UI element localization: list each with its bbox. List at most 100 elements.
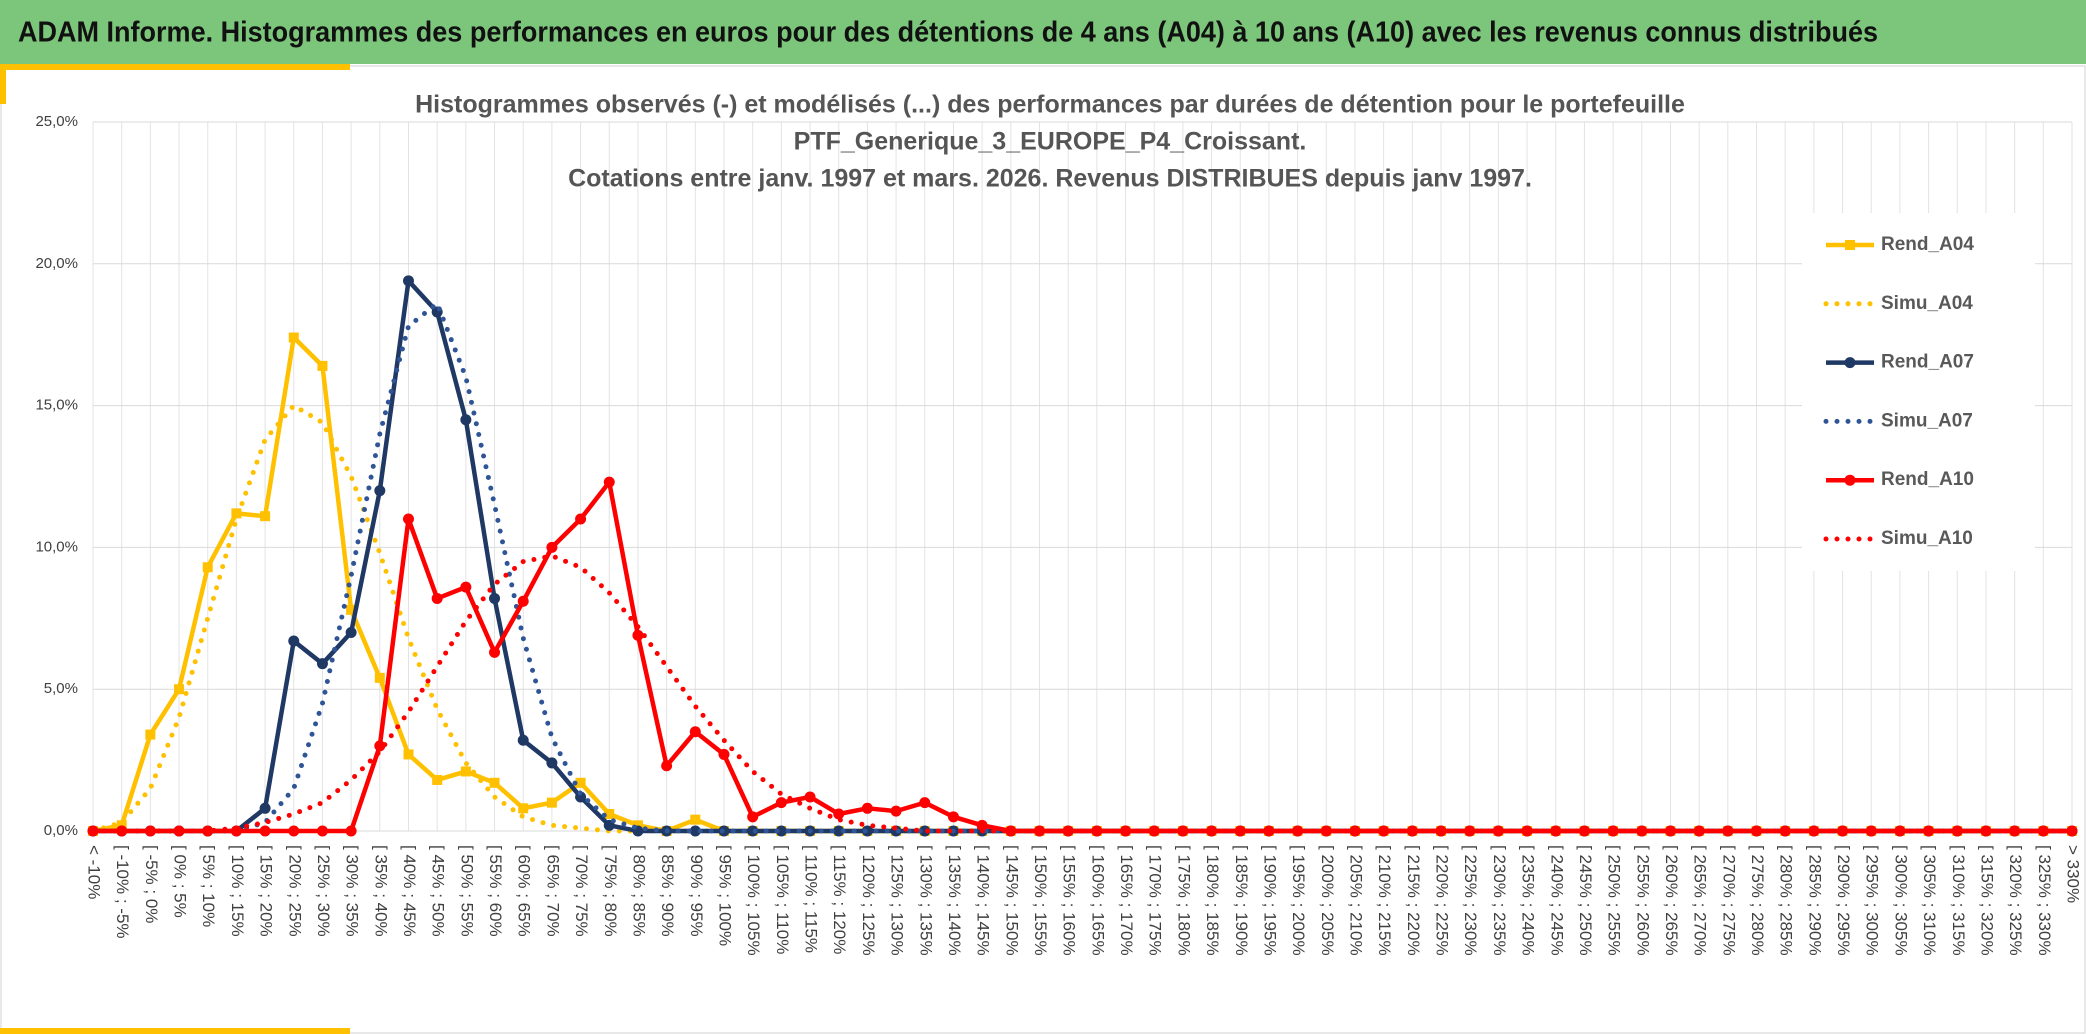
x-tick-label: [ 315% ; 320% [1977,845,1996,956]
chart-frame [0,65,2086,1034]
point [546,797,557,808]
x-tick-label: [ 250% ; 255% [1605,845,1624,956]
x-tick-label: [ 290% ; 295% [1834,845,1853,956]
point [489,646,501,658]
header-bar [0,0,2086,64]
x-tick-label: [ 295% ; 300% [1863,845,1882,956]
point [2037,825,2049,837]
chart-title: Cotations entre janv. 1997 et mars. 2026… [568,165,1532,193]
x-tick-label: [ 180% ; 185% [1203,845,1222,956]
point [690,814,701,825]
point [976,819,988,831]
y-tick-label: 15,0% [35,397,78,414]
point [316,658,328,670]
x-tick-label: [ 35% ; 40% [371,845,390,937]
point [1722,825,1734,837]
x-tick-label: [ 140% ; 145% [974,845,993,956]
point [747,825,759,837]
x-tick-label: [ 85% ; 90% [658,845,677,937]
point [345,626,357,638]
x-tick-label: [ 170% ; 175% [1146,845,1165,956]
x-tick-label: [ 45% ; 50% [429,845,448,937]
x-tick-label: [ 70% ; 75% [572,845,591,937]
point [546,757,558,769]
x-tick-label: [ 25% ; 30% [314,845,333,937]
x-tick-label: [ 125% ; 130% [888,845,907,956]
x-tick-label: [ -5% ; 0% [142,845,161,923]
point [1521,825,1533,837]
point [288,332,299,343]
x-tick-label: [ 165% ; 170% [1117,845,1136,956]
point [1234,825,1246,837]
x-tick-label: [ 100% ; 105% [744,845,763,956]
legend-marker [1844,474,1856,486]
accent [0,1028,350,1034]
x-tick-label: [ 105% ; 110% [773,845,792,954]
x-tick-label: [ 275% ; 280% [1748,845,1767,956]
point [919,797,931,809]
point [517,734,529,746]
x-tick-label: [ 255% ; 260% [1633,845,1652,956]
x-tick-label: [ 155% ; 160% [1060,845,1079,956]
point [1894,825,1906,837]
point [460,766,471,777]
x-tick-label: [ 130% ; 135% [916,845,935,956]
x-tick-label: [ 230% ; 235% [1490,845,1509,956]
x-tick-label: [ 80% ; 85% [629,845,648,937]
point [1091,825,1103,837]
x-tick-label: [ 30% ; 35% [343,845,362,937]
point [603,476,615,488]
legend-label: Rend_A07 [1881,352,1974,373]
point [518,803,529,814]
x-tick-label: [ 205% ; 210% [1346,845,1365,956]
point [661,760,673,772]
x-tick-label: [ 135% ; 140% [945,845,964,956]
point [775,825,787,837]
x-tick-label: [ 0% ; 5% [171,845,190,918]
point [431,592,443,604]
point [374,672,385,683]
x-tick-label: [ 150% ; 155% [1031,845,1050,956]
x-tick-label: [ 240% ; 245% [1547,845,1566,956]
x-tick-label: [ 185% ; 190% [1232,845,1251,956]
point [747,811,759,823]
point [1005,825,1017,837]
x-tick-label: [ 145% ; 150% [1002,845,1021,956]
point [402,275,414,287]
x-tick-label: [ 310% ; 315% [1949,845,1968,956]
point [316,825,328,837]
x-tick-label: [ 60% ; 65% [515,845,534,937]
point [1378,825,1390,837]
x-tick-label: [ 90% ; 95% [687,845,706,937]
point [890,805,902,817]
point [1292,825,1304,837]
point [317,360,328,371]
point [432,774,443,785]
x-tick-label: [ 190% ; 195% [1260,845,1279,956]
x-tick-label: [ 285% ; 290% [1805,845,1824,956]
x-tick-label: [ -10% ; -5% [113,845,132,939]
point [517,595,529,607]
point [1607,825,1619,837]
accent [0,64,350,70]
x-tick-label: [ 95% ; 100% [716,845,735,946]
point [174,684,185,695]
point [1951,825,1963,837]
point [575,513,587,525]
point [260,511,271,522]
series-line [90,301,2075,834]
point [116,825,128,837]
point [402,513,414,525]
point [1435,825,1447,837]
x-tick-label: [ 115% ; 120% [830,845,849,954]
point [947,811,959,823]
x-tick-label: [ 280% ; 285% [1777,845,1796,956]
x-tick-label: [ 260% ; 265% [1662,845,1681,956]
x-tick-label: [ 195% ; 200% [1289,845,1308,956]
point [1751,825,1763,837]
x-tick-label: [ 75% ; 80% [601,845,620,937]
point [374,740,386,752]
plot: 0,0% 5,0% 10,0% 15,0% 20,0% 25,0% Histogrammes… [35,91,2082,956]
x-tick-label: [ 320% ; 325% [2006,845,2025,956]
